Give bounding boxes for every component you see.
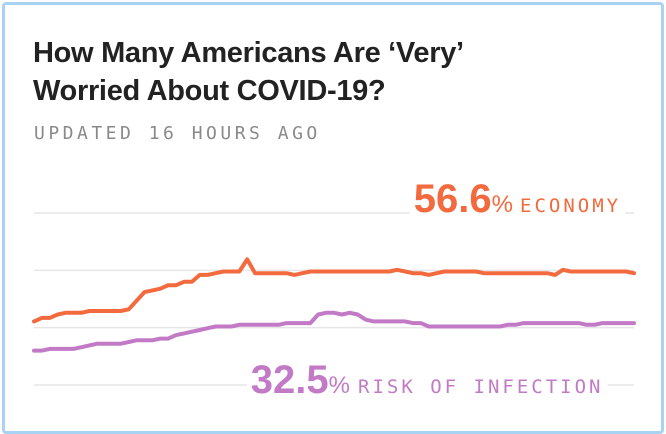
chart-title-line-2: Worried About COVID-19? bbox=[33, 75, 386, 107]
risk-value-label: 32.5% bbox=[251, 358, 350, 402]
label-background bbox=[409, 177, 517, 221]
chart-series bbox=[32, 257, 636, 353]
economy-series-line bbox=[32, 257, 636, 324]
economy-value-label: 56.6% bbox=[414, 177, 513, 221]
risk-series-line bbox=[32, 310, 636, 353]
chart-title-line-1: How Many Americans Are ‘Very’ bbox=[33, 37, 464, 69]
label-background bbox=[246, 358, 354, 402]
label-background bbox=[354, 376, 608, 398]
risk-series-label: RISK OF INFECTION bbox=[358, 376, 603, 398]
chart-title: How Many Americans Are ‘Very’ Worried Ab… bbox=[33, 34, 633, 110]
label-background bbox=[516, 195, 626, 217]
updated-timestamp: UPDATED 16 HOURS AGO bbox=[34, 123, 321, 144]
chart-labels: 56.6% ECONOMY 32.5% RISK OF INFECTION bbox=[246, 177, 626, 402]
economy-series-label: ECONOMY bbox=[520, 195, 621, 217]
